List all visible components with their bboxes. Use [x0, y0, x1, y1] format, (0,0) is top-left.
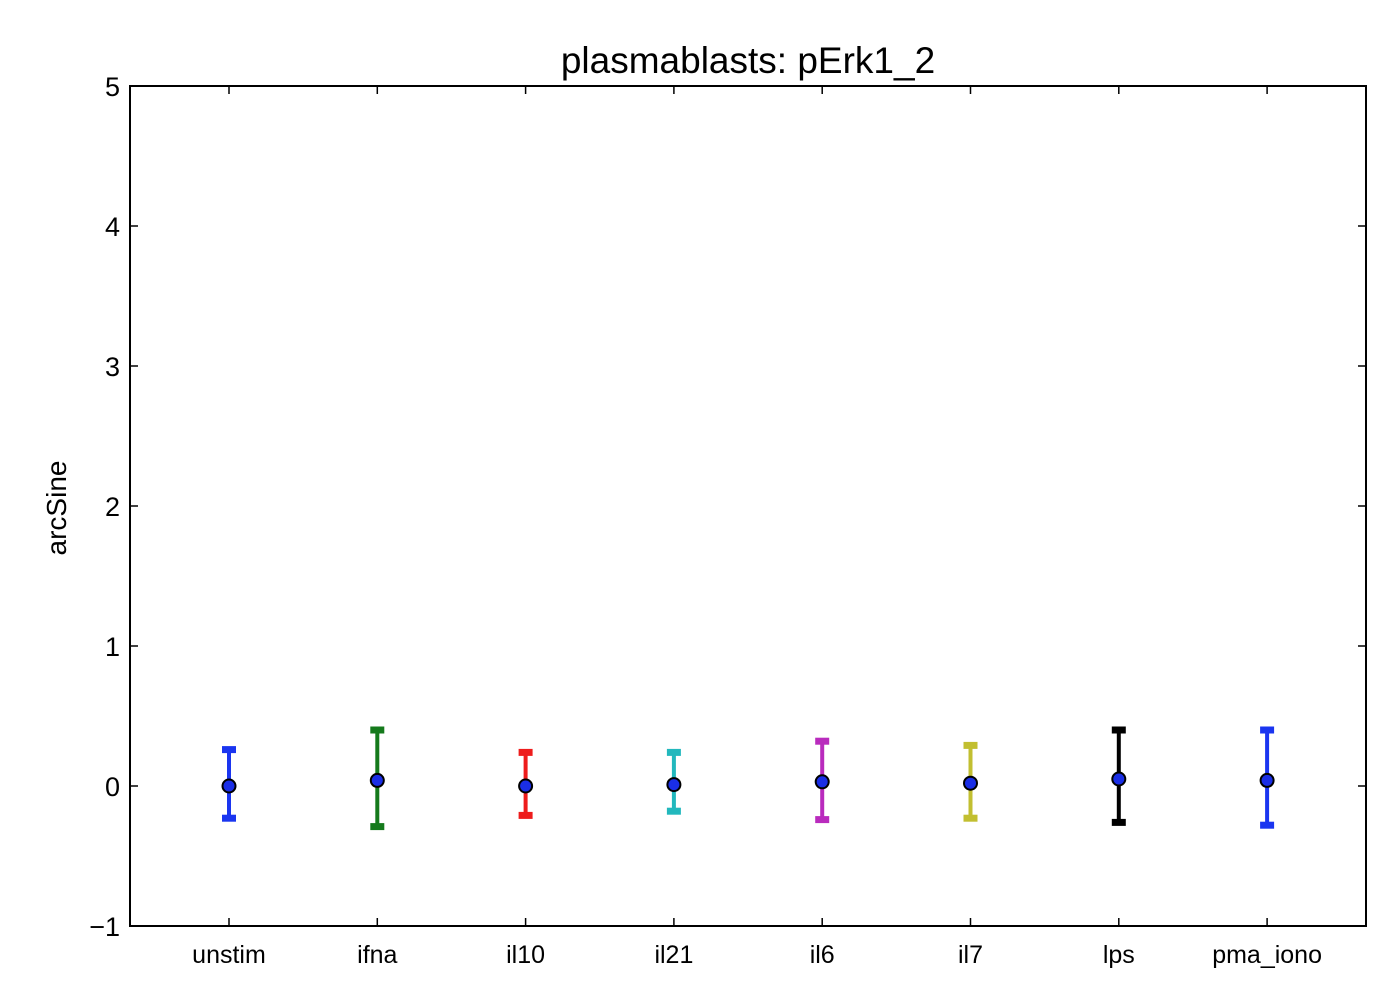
point-ifna: [369, 772, 385, 788]
x-tick-label: il6: [810, 941, 835, 969]
point-lps: [1111, 771, 1127, 787]
x-tick-labels: unstim ifna il10 il21 il6 il7 lps pma_iono: [192, 941, 1322, 969]
point-il21: [666, 777, 682, 793]
x-tick-label: il7: [958, 941, 983, 969]
y-tick-label: 5: [105, 72, 120, 102]
y-tick-label: 4: [105, 212, 120, 242]
point-unstim: [221, 778, 237, 794]
point-pma_iono: [1259, 772, 1275, 788]
point-il10: [518, 778, 534, 794]
x-tick-label: ifna: [357, 941, 397, 969]
x-tick-label: lps: [1103, 941, 1135, 969]
data-points: [221, 771, 1275, 794]
point-il6: [814, 774, 830, 790]
axes-frame: [129, 85, 1367, 927]
point-il7: [963, 775, 978, 791]
x-tick-label: il21: [654, 941, 693, 969]
y-tick-label: 2: [105, 492, 120, 522]
y-tick-label: 1: [105, 632, 120, 662]
x-tick-label: unstim: [192, 941, 266, 969]
y-tick-label: 3: [105, 352, 120, 382]
x-tick-label: il10: [506, 941, 545, 969]
x-tick-label: pma_iono: [1212, 941, 1322, 969]
y-tick-labels: −1 0 1 2 3 4 5: [89, 72, 120, 942]
y-tick-label: 0: [105, 772, 120, 802]
y-tick-label: −1: [89, 912, 120, 942]
axis-ticks: [130, 85, 1366, 927]
chart-title: plasmablasts: pErk1_2: [560, 40, 936, 81]
